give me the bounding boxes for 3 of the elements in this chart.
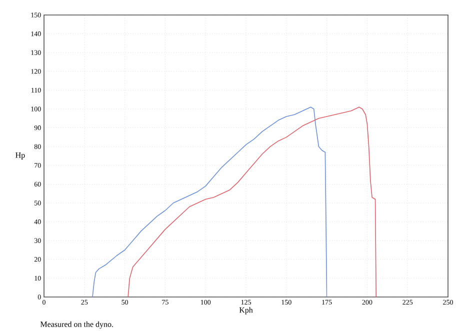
- y-axis-title: Hp: [16, 152, 25, 160]
- x-axis-title: Kph: [239, 307, 253, 314]
- text: Measured on the dyno.: [40, 321, 113, 329]
